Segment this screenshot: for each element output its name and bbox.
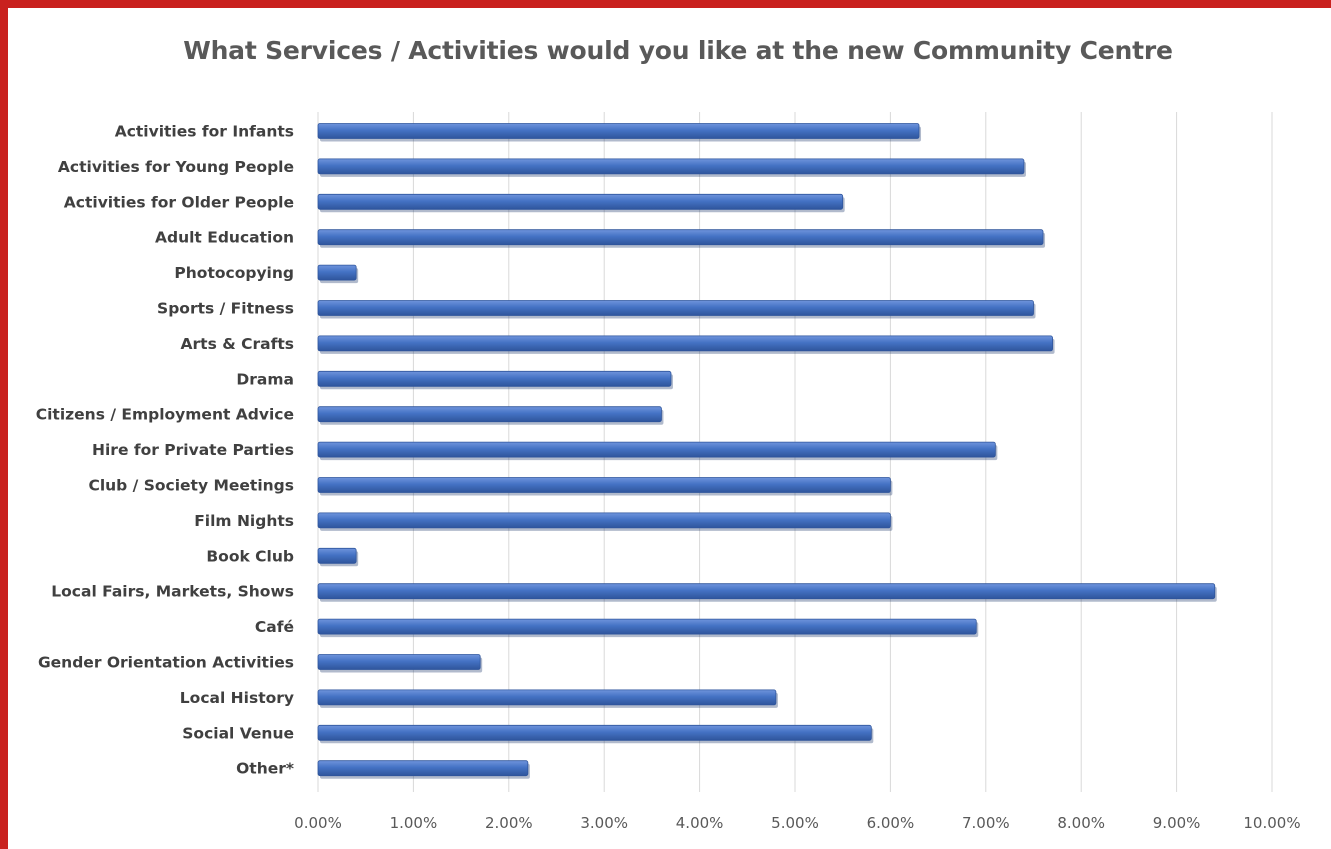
bar [317, 406, 662, 423]
bar [317, 193, 844, 210]
x-tick-label: 1.00% [390, 814, 438, 832]
x-tick-label: 6.00% [867, 814, 915, 832]
category-label: Book Club [206, 547, 294, 565]
category-label: Club / Society Meetings [88, 477, 294, 495]
category-label: Activities for Young People [58, 158, 294, 176]
bar [317, 583, 1216, 600]
category-label: Other* [236, 760, 294, 778]
category-labels: Activities for Infants Activities for You… [36, 123, 294, 778]
bar [317, 689, 777, 706]
bar [317, 441, 996, 458]
category-label: Hire for Private Parties [92, 441, 294, 459]
bar [317, 654, 481, 670]
x-tick-label: 5.00% [771, 814, 819, 832]
chart-title: What Services / Activities would you lik… [183, 36, 1173, 65]
x-tick-label: 4.00% [676, 814, 724, 832]
category-label: Local History [180, 689, 294, 707]
category-label: Local Fairs, Markets, Shows [51, 583, 294, 601]
category-label: Sports / Fitness [157, 300, 294, 318]
category-label: Activities for Older People [64, 193, 294, 211]
bar [317, 158, 1025, 175]
bar [317, 123, 920, 139]
bar [317, 618, 977, 635]
bars [317, 123, 1217, 779]
x-tick-label: 2.00% [485, 814, 533, 832]
category-label: Adult Education [155, 229, 294, 247]
bar [317, 512, 891, 529]
x-tick-label: 10.00% [1243, 814, 1300, 832]
category-label: Film Nights [194, 512, 294, 530]
category-label: Activities for Infants [115, 123, 294, 141]
x-tick-label: 9.00% [1153, 814, 1201, 832]
category-label: Citizens / Employment Advice [36, 406, 294, 424]
x-tick-label: 0.00% [294, 814, 342, 832]
bar [317, 760, 529, 777]
bar [317, 370, 672, 387]
x-tick-labels: 0.00% 1.00% 2.00% 3.00% 4.00% 5.00% 6.00% 7.00%… [294, 814, 1300, 832]
bar [317, 477, 891, 493]
bar [317, 335, 1053, 352]
category-label: Social Venue [182, 724, 294, 742]
category-label: Arts & Crafts [181, 335, 294, 353]
x-tick-label: 8.00% [1057, 814, 1105, 832]
bar [317, 724, 872, 741]
category-label: Gender Orientation Activities [38, 654, 294, 672]
x-tick-label: 7.00% [962, 814, 1010, 832]
bar [317, 300, 1034, 316]
category-label: Café [255, 618, 294, 636]
category-label: Photocopying [174, 264, 294, 282]
x-tick-label: 3.00% [580, 814, 628, 832]
bar [317, 229, 1044, 246]
bar [317, 264, 357, 281]
bar [317, 547, 357, 564]
category-label: Drama [236, 370, 294, 388]
